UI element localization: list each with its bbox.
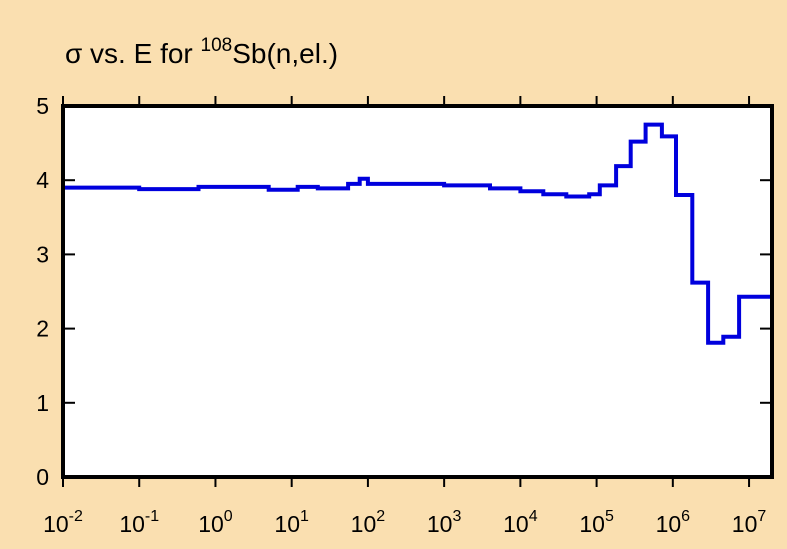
x-tick-label: 106: [656, 508, 691, 537]
plot-frame: [61, 104, 774, 479]
plot-area: [63, 106, 772, 477]
y-tick-label: 0: [36, 464, 49, 490]
chart-title-superscript: 108: [201, 35, 233, 56]
chart-title-suffix: Sb(n,el.): [232, 38, 338, 69]
y-tick-label: 4: [36, 167, 49, 193]
x-tick-label: 107: [732, 508, 767, 537]
y-tick-label: 1: [36, 390, 49, 416]
chart-title-prefix: σ vs. E for: [65, 38, 201, 69]
y-tick-label: 2: [36, 316, 49, 342]
x-tick-label: 10-2: [43, 508, 83, 537]
x-tick-label: 100: [198, 508, 233, 537]
x-tick-labels: 10-2 10-1 100 101 102 103 104 105 106 107: [43, 508, 766, 537]
x-tick-label: 104: [503, 508, 538, 537]
x-tick-label: 102: [351, 508, 386, 537]
series-group: [61, 122, 774, 477]
x-tick-label: 101: [274, 508, 309, 537]
chart-title: σ vs. E for 108Sb(n,el.): [65, 35, 338, 69]
series-line: [61, 122, 774, 477]
y-tick-label: 5: [36, 93, 49, 119]
y-tick-labels: 0 1 2 3 4 5: [36, 93, 49, 490]
x-tick-label: 105: [579, 508, 614, 537]
x-tick-label: 10-1: [119, 508, 159, 537]
x-tick-label: 103: [427, 508, 462, 537]
y-tick-label: 3: [36, 241, 49, 267]
